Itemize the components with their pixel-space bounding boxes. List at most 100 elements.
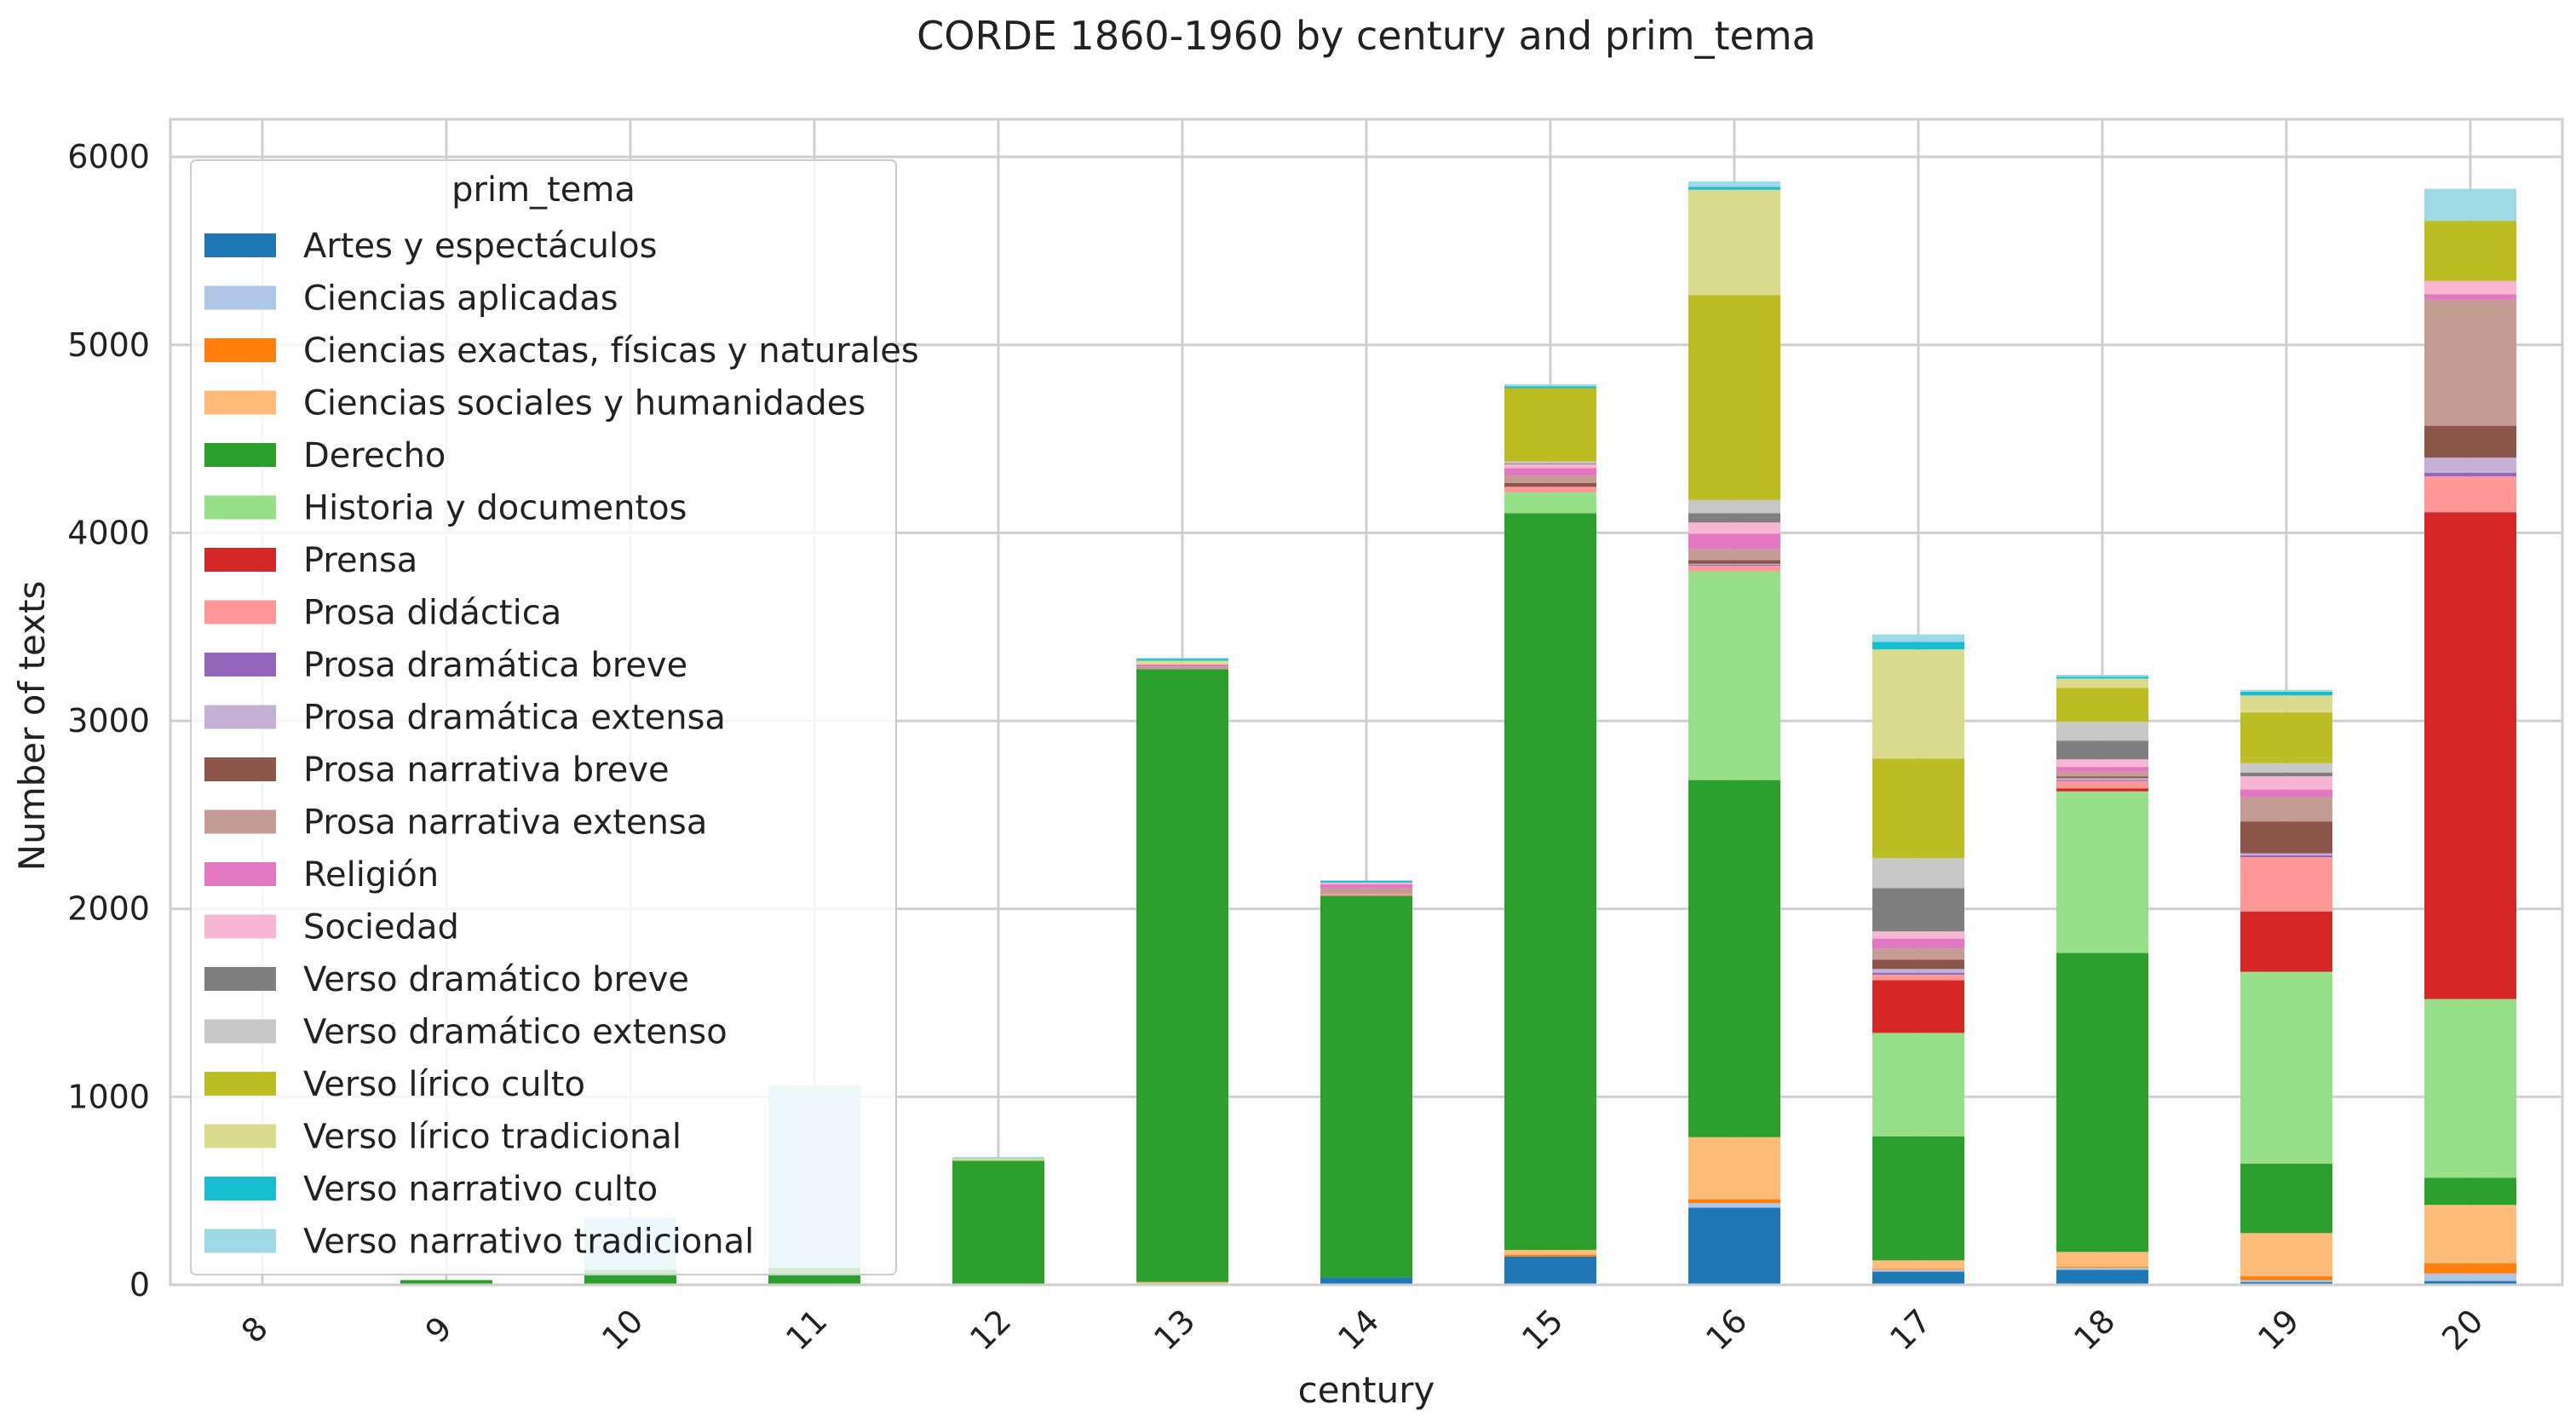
- legend-swatch: [204, 757, 276, 781]
- bar-segment: [1688, 564, 1780, 567]
- bar-segment: [2056, 759, 2148, 768]
- bar-segment: [1688, 1207, 1780, 1285]
- legend-swatch: [204, 600, 276, 625]
- bar-segment: [1504, 384, 1596, 387]
- legend-label: Religión: [303, 855, 439, 895]
- bar-segment: [2240, 776, 2332, 790]
- bar-segment: [2424, 999, 2516, 1178]
- bar-segment: [2424, 472, 2516, 477]
- bar-segment: [1320, 884, 1412, 889]
- legend-swatch: [204, 1229, 276, 1253]
- bar-segment: [2424, 1205, 2516, 1263]
- bar-segment: [1688, 560, 1780, 564]
- bars: [400, 181, 2516, 1285]
- bar-segment: [2240, 695, 2332, 713]
- bar-segment: [1504, 463, 1596, 464]
- legend-label: Verso dramático extenso: [303, 1013, 727, 1052]
- y-axis-label: Number of texts: [11, 581, 53, 872]
- legend-label: Prosa narrativa breve: [303, 751, 670, 790]
- bar-segment: [1136, 666, 1228, 670]
- legend-label: Ciencias exactas, físicas y naturales: [303, 331, 919, 371]
- bar-segment: [2424, 280, 2516, 295]
- bar-segment: [1872, 858, 1964, 889]
- legend-label: Verso lírico culto: [303, 1065, 585, 1104]
- bar-segment: [2424, 476, 2516, 513]
- bar-segment: [1504, 513, 1596, 1251]
- bar-segment: [2424, 221, 2516, 281]
- legend-title: prim_tema: [451, 170, 635, 210]
- bar-segment: [1872, 1271, 1964, 1285]
- bar-segment: [1872, 931, 1964, 940]
- bar-segment: [1504, 463, 1596, 469]
- bar-segment: [1872, 1269, 1964, 1272]
- legend-swatch: [204, 495, 276, 520]
- legend-box: [190, 159, 897, 1275]
- bar-segment: [2056, 688, 2148, 722]
- bar-segment: [2240, 1163, 2332, 1234]
- bar-segment: [1320, 894, 1412, 896]
- bar-segment: [1872, 974, 1964, 981]
- legend-swatch: [204, 914, 276, 939]
- bar-segment: [1688, 1203, 1780, 1208]
- bar-segment: [2240, 1233, 2332, 1277]
- legend-swatch: [204, 285, 276, 310]
- bar-segment: [1872, 980, 1964, 1033]
- bar-segment: [1872, 634, 1964, 642]
- bar-segment: [1504, 1250, 1596, 1255]
- bar-segment: [2056, 1268, 2148, 1270]
- bar-segment: [1688, 181, 1780, 187]
- bar-segment: [1136, 659, 1228, 661]
- legend-swatch: [204, 443, 276, 467]
- legend-swatch: [204, 338, 276, 362]
- bar-segment: [1504, 1254, 1596, 1257]
- bar-segment: [1872, 1260, 1964, 1269]
- bar-segment: [1136, 1281, 1228, 1284]
- legend-label: Artes y espectáculos: [303, 227, 657, 266]
- bar-segment: [2424, 1273, 2516, 1281]
- x-tick-label: 16: [1699, 1302, 1754, 1357]
- chart-title: CORDE 1860-1960 by century and prim_tema: [917, 13, 1816, 59]
- bar-segment: [2240, 855, 2332, 858]
- bar-segment: [1504, 482, 1596, 487]
- y-tick-label: 3000: [67, 702, 150, 740]
- y-tick-label: 1000: [67, 1078, 150, 1115]
- bar-segment: [1688, 533, 1780, 550]
- legend-label: Prosa narrativa extensa: [303, 803, 707, 843]
- bar-segment: [1872, 969, 1964, 973]
- bar-segment: [2424, 299, 2516, 426]
- bar-segment: [2056, 780, 2148, 789]
- bar-segment: [2240, 772, 2332, 777]
- bar-segment: [2240, 689, 2332, 692]
- legend-swatch: [204, 967, 276, 991]
- legend-label: Prosa didáctica: [303, 594, 561, 633]
- bar-segment: [2056, 740, 2148, 760]
- bar-segment: [2056, 776, 2148, 779]
- bar-segment: [2056, 722, 2148, 741]
- legend-label: Prensa: [303, 541, 417, 580]
- x-axis-label: century: [1298, 1369, 1435, 1411]
- bar-segment: [2240, 853, 2332, 855]
- bar-segment: [2240, 1280, 2332, 1282]
- bar-segment: [1136, 664, 1228, 667]
- legend-label: Verso dramático breve: [303, 960, 689, 999]
- bar-segment: [2424, 1177, 2516, 1206]
- bar-segment: [1872, 948, 1964, 960]
- legend-swatch: [204, 1177, 276, 1200]
- legend-swatch: [204, 390, 276, 415]
- bar-segment: [1136, 660, 1228, 665]
- bar-segment: [1320, 882, 1412, 885]
- y-tick-label: 2000: [67, 890, 150, 928]
- bar-segment: [1688, 522, 1780, 534]
- bar-segment: [2056, 953, 2148, 1252]
- bar-segment: [1688, 571, 1780, 780]
- x-tick-label: 13: [1147, 1302, 1202, 1357]
- bar-segment: [2056, 767, 2148, 772]
- bar-segment: [2056, 780, 2148, 781]
- x-tick-label: 14: [1331, 1302, 1386, 1357]
- legend-label: Prosa dramática breve: [303, 646, 687, 685]
- bar-segment: [2424, 458, 2516, 473]
- bar-segment: [400, 1280, 492, 1285]
- y-tick-label: 6000: [67, 138, 150, 176]
- legend-swatch: [204, 1019, 276, 1044]
- bar-segment: [1688, 499, 1780, 514]
